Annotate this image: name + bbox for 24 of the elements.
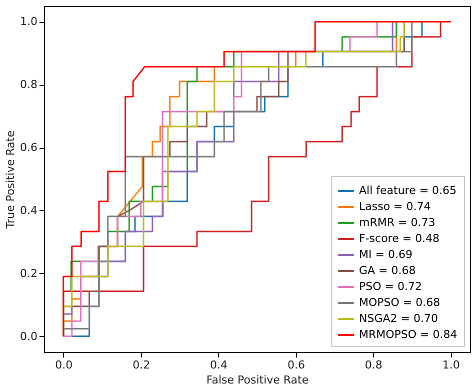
legend-label: MRMOPSO = 0.84 bbox=[359, 328, 458, 341]
legend-label: mRMR = 0.73 bbox=[359, 216, 436, 229]
legend-label: All feature = 0.65 bbox=[359, 184, 457, 197]
legend-label: MOPSO = 0.68 bbox=[359, 296, 440, 309]
y-tick-label: 1.0 bbox=[20, 15, 38, 28]
legend-label: GA = 0.68 bbox=[359, 264, 416, 277]
x-tick-label: 0.4 bbox=[210, 358, 228, 372]
y-tick-label: 0.6 bbox=[20, 141, 38, 154]
x-tick-label: 0.6 bbox=[287, 358, 305, 372]
legend-label: F-score = 0.48 bbox=[359, 232, 440, 245]
legend-label: Lasso = 0.74 bbox=[359, 200, 431, 213]
legend-label: PSO = 0.72 bbox=[359, 280, 422, 293]
y-tick-label: 0.0 bbox=[20, 330, 38, 343]
x-tick-label: 0.8 bbox=[364, 358, 382, 372]
y-tick-label: 0.8 bbox=[20, 78, 38, 92]
y-tick-label: 0.2 bbox=[20, 266, 38, 280]
legend-label: NSGA2 = 0.70 bbox=[359, 312, 438, 325]
x-tick-label: 0.2 bbox=[132, 358, 150, 372]
legend-label: MI = 0.69 bbox=[359, 248, 412, 261]
x-axis-title: False Positive Rate bbox=[206, 374, 309, 386]
x-tick-label: 0.0 bbox=[55, 358, 73, 372]
y-axis-title: True Positive Rate bbox=[4, 130, 18, 230]
y-tick-label: 0.4 bbox=[20, 204, 38, 217]
x-tick-label: 1.0 bbox=[442, 358, 460, 372]
